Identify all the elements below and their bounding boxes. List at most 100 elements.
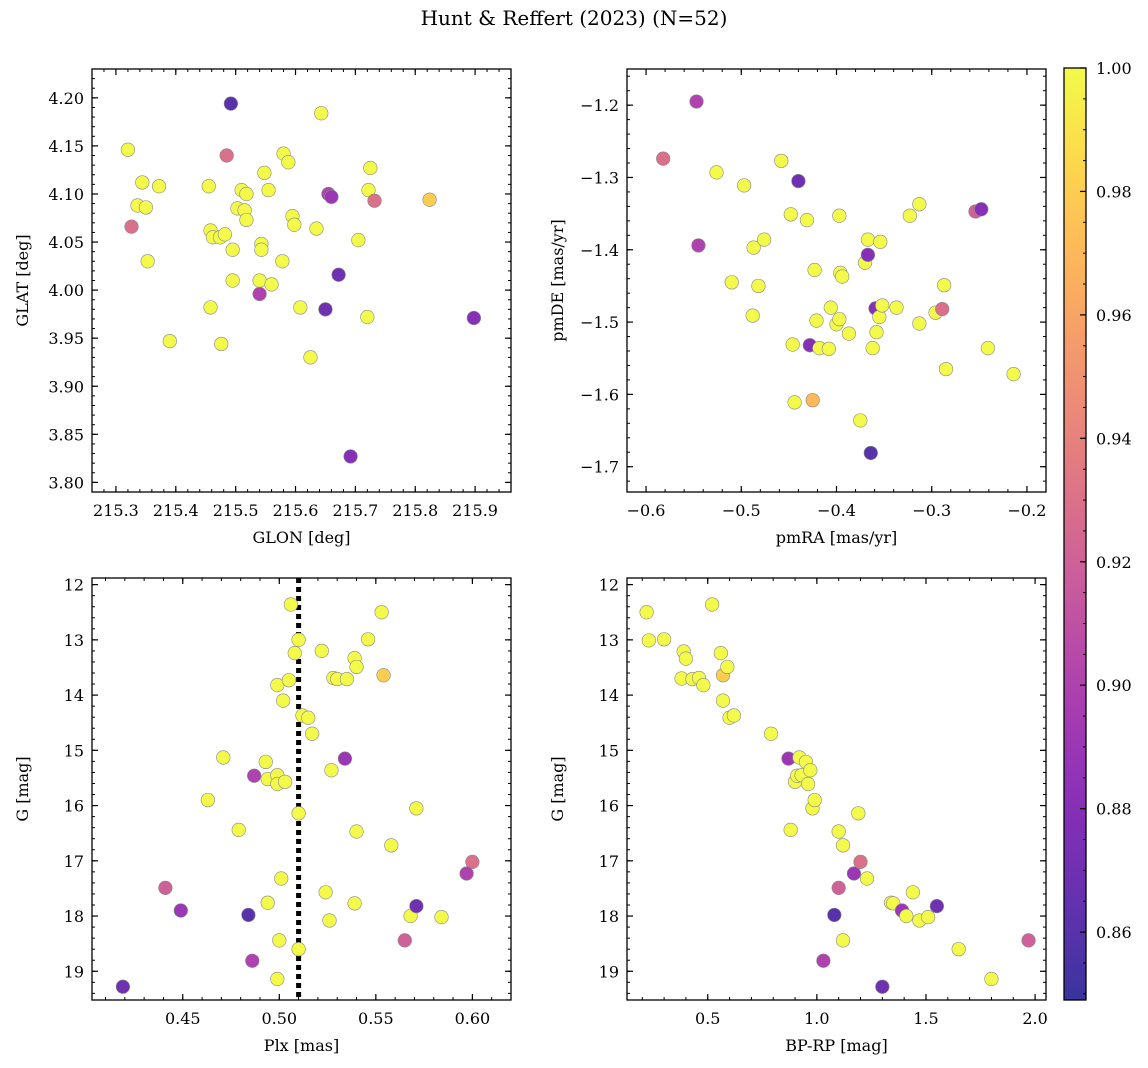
data-point xyxy=(138,200,153,215)
data-point xyxy=(434,910,449,925)
data-point xyxy=(835,838,851,853)
data-point xyxy=(272,933,287,948)
data-point xyxy=(264,277,279,292)
y-tick-label: −1.3 xyxy=(580,168,619,187)
data-point xyxy=(937,278,952,293)
panel-bprp-g: 0.5 1.0 1.5 2.0 12 13 14 15 16 17 18 19 BP-RP [mag] G… xyxy=(548,576,1048,1055)
data-point xyxy=(689,94,704,109)
data-point xyxy=(337,751,353,766)
y-axis-label: pmDE [mas/yr] xyxy=(548,219,567,342)
x-tick-label: −0.2 xyxy=(1008,501,1047,520)
x-tick-label: 0.5 xyxy=(695,1009,720,1028)
y-tick-label: −1.2 xyxy=(580,96,619,115)
data-point xyxy=(239,212,254,228)
data-point xyxy=(351,233,366,248)
data-point xyxy=(787,395,802,410)
y-tick-label: 19 xyxy=(64,962,84,981)
y-axis-label: G [mag] xyxy=(548,756,567,821)
x-tick-label: 215.5 xyxy=(213,501,259,520)
data-point xyxy=(261,183,276,198)
data-point xyxy=(863,445,878,461)
x-tick-label: −0.6 xyxy=(627,501,666,520)
data-point xyxy=(343,449,358,464)
data-point xyxy=(832,312,847,327)
data-point xyxy=(805,393,820,408)
x-tick-label: −0.4 xyxy=(817,501,856,520)
x-axis-label: GLON [deg] xyxy=(252,528,350,547)
data-point xyxy=(935,301,950,317)
y-tick-label: 12 xyxy=(599,576,619,595)
data-point xyxy=(162,333,177,349)
data-point xyxy=(200,792,215,808)
data-point xyxy=(324,763,339,778)
data-point xyxy=(641,633,656,648)
scatter-points xyxy=(656,94,1021,461)
data-point xyxy=(466,310,481,326)
data-point xyxy=(360,309,375,325)
x-tick-label: −0.5 xyxy=(722,501,761,520)
x-tick-label: 0.60 xyxy=(455,1009,491,1028)
data-point xyxy=(291,632,306,647)
data-point xyxy=(807,792,822,808)
axes-frame xyxy=(91,68,512,493)
data-point xyxy=(252,286,267,302)
colorbar-tick-label: 0.94 xyxy=(1096,429,1132,448)
data-point xyxy=(151,179,167,194)
y-tick-label: 18 xyxy=(599,907,619,926)
data-point xyxy=(757,232,772,247)
x-tick-label: 215.8 xyxy=(392,501,438,520)
y-tick-label: −1.7 xyxy=(580,458,619,477)
y-tick-label: 3.90 xyxy=(48,377,84,396)
y-tick-label: 12 xyxy=(64,576,84,595)
data-point xyxy=(785,337,800,352)
y-tick-label: 15 xyxy=(599,741,619,760)
data-point xyxy=(705,597,720,612)
colorbar-tick-label: 0.90 xyxy=(1096,676,1132,695)
data-point xyxy=(724,275,739,290)
data-point xyxy=(173,903,188,918)
data-point xyxy=(803,763,818,778)
colorbar-tick-label: 0.98 xyxy=(1096,182,1132,201)
data-point xyxy=(291,806,306,821)
data-point xyxy=(219,148,234,163)
data-point xyxy=(656,151,671,166)
x-tick-label: 0.55 xyxy=(358,1009,394,1028)
data-point xyxy=(287,646,302,661)
x-tick-label: 0.45 xyxy=(165,1009,201,1028)
data-point xyxy=(314,106,329,121)
data-point xyxy=(225,273,240,288)
data-point xyxy=(691,238,706,253)
data-point xyxy=(258,754,273,770)
data-point xyxy=(374,605,389,620)
data-point xyxy=(746,240,761,255)
data-point xyxy=(696,678,711,693)
data-point xyxy=(846,866,862,881)
x-tick-label: 215.6 xyxy=(273,501,319,520)
scatter-points xyxy=(639,597,1036,994)
data-point xyxy=(274,871,289,886)
data-point xyxy=(639,605,654,620)
axis-ticks xyxy=(91,68,512,493)
data-point xyxy=(363,160,378,176)
data-point xyxy=(875,298,890,313)
data-point xyxy=(465,854,480,870)
data-point xyxy=(260,895,275,910)
panel-plx-g: 0.45 0.50 0.55 0.60 12 13 14 15 16 17 18 19 Plx [mas… xyxy=(13,576,512,1055)
data-point xyxy=(902,208,917,223)
data-point xyxy=(135,175,150,190)
axes-frame xyxy=(91,577,512,1001)
y-tick-label: 3.95 xyxy=(48,329,84,348)
figure-title: Hunt & Reffert (2023) (N=52) xyxy=(420,6,728,30)
data-point xyxy=(656,632,672,647)
x-tick-label: 1.5 xyxy=(913,1009,938,1028)
y-tick-label: 14 xyxy=(599,686,619,705)
data-point xyxy=(231,822,246,837)
data-point xyxy=(678,651,694,666)
x-tick-label: 215.9 xyxy=(452,501,498,520)
data-point xyxy=(860,232,876,247)
colorbar-tick-label: 0.86 xyxy=(1096,923,1132,942)
data-point xyxy=(115,979,130,994)
data-point xyxy=(1021,933,1036,948)
data-point xyxy=(851,806,866,821)
data-point xyxy=(791,173,806,189)
